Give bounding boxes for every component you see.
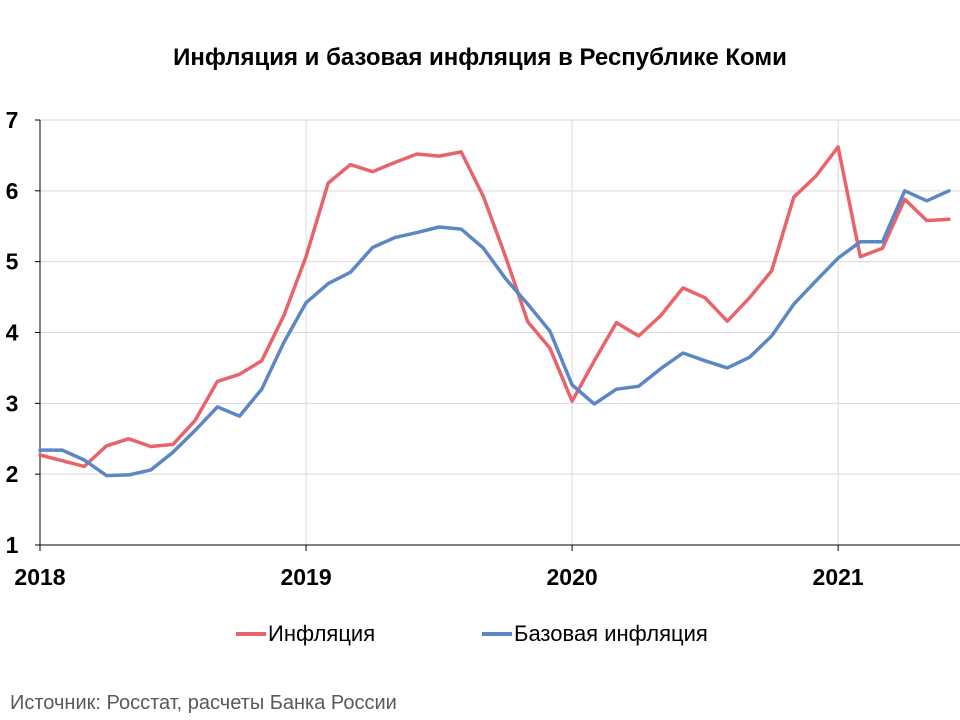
series-line-inflation [38,145,951,469]
legend-swatch-core [482,632,512,636]
y-tick-label: 3 [6,390,19,416]
x-tick-label: 2019 [280,564,331,590]
y-tick-label: 5 [6,249,19,275]
grid-lines [40,119,960,545]
legend-item-inflation: Инфляция [236,621,375,647]
legend: Инфляция Базовая инфляция [0,621,960,651]
source-note: Источник: Росстат, расчеты Банка России [10,692,397,714]
y-tick-label: 4 [6,320,19,346]
series-lines [38,145,951,478]
x-tick-label: 2021 [813,564,864,590]
x-tick-label: 2020 [547,564,598,590]
legend-swatch-inflation [236,632,266,636]
axes [35,119,960,551]
chart-title: Инфляция и базовая инфляция в Республике… [173,44,787,71]
y-tick-label: 2 [6,461,19,487]
tick-labels: 1 2 3 4 5 6 7 2018 2019 2020 2021 [6,107,864,590]
y-tick-label: 6 [6,178,19,204]
y-tick-label: 1 [6,532,19,558]
legend-item-core: Базовая инфляция [482,621,708,647]
legend-label-inflation: Инфляция [268,621,376,646]
series-line-core [38,189,951,478]
y-tick-label: 7 [6,107,19,133]
x-tick-label: 2018 [14,564,65,590]
legend-label-core: Базовая инфляция [514,621,708,646]
